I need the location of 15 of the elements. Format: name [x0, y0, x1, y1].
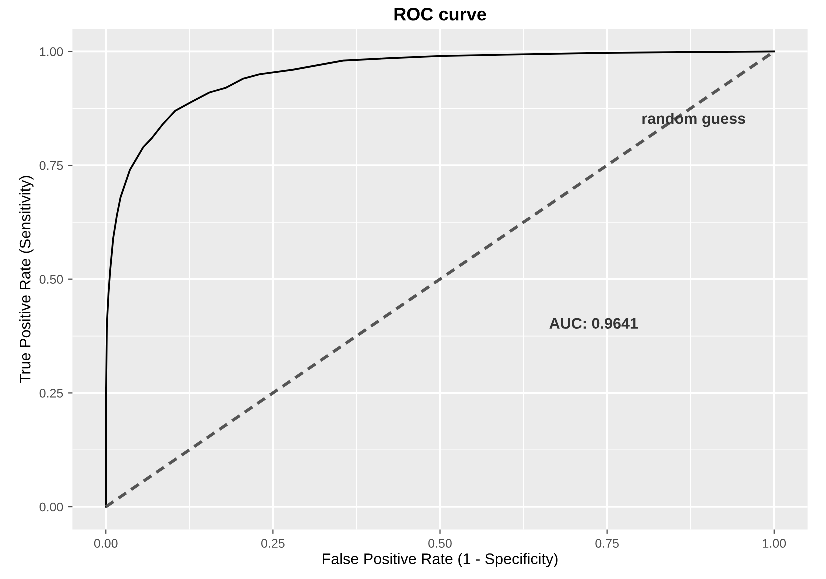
- x-tick-label: 0.25: [262, 539, 285, 548]
- chart-title: ROC curve: [394, 8, 486, 21]
- y-tick-label: 0.00: [40, 502, 64, 512]
- y-tick-label: 0.50: [40, 275, 64, 284]
- x-tick-label: 0.00: [94, 539, 118, 548]
- y-axis-title: True Positive Rate (Sensitivity): [20, 176, 34, 384]
- annotation: AUC: 0.9641: [550, 318, 638, 330]
- y-tick-label: 0.25: [40, 388, 64, 398]
- y-tick-label: 0.75: [40, 161, 64, 170]
- x-axis-title: False Positive Rate (1 - Specificity): [323, 553, 558, 568]
- y-tick-label: 1.00: [40, 48, 64, 56]
- x-tick-label: 0.75: [596, 539, 619, 548]
- annotation: random guess: [642, 112, 746, 128]
- x-tick-label: 0.50: [428, 539, 452, 548]
- x-tick-label: 1.00: [763, 539, 786, 548]
